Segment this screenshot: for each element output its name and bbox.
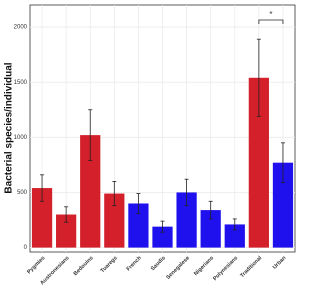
y-tick-label: 2000 xyxy=(14,25,28,31)
bar xyxy=(176,192,197,248)
y-axis-label: Bacterial species/individual xyxy=(4,62,15,193)
bar xyxy=(272,162,294,248)
bar xyxy=(128,203,149,248)
y-tick-label: 0 xyxy=(24,245,28,251)
bar xyxy=(152,226,173,248)
bar xyxy=(248,77,269,248)
bar xyxy=(31,188,53,248)
x-tick-label: Saudis xyxy=(150,255,167,272)
y-tick-label: 1000 xyxy=(14,135,28,141)
bar xyxy=(56,214,77,248)
x-tick-label: Polynesians xyxy=(212,255,239,282)
chart: Bacterial species/individual 0 500 1000 150… xyxy=(4,4,296,286)
significance-bracket xyxy=(258,19,284,24)
x-tick-label: French xyxy=(126,255,144,273)
x-tick-label: Urban xyxy=(272,255,288,271)
bar xyxy=(80,135,101,248)
bar xyxy=(104,193,125,248)
y-tick-label: 1500 xyxy=(14,80,28,86)
x-tick-label: Tuaregs xyxy=(100,255,119,274)
bar xyxy=(200,210,221,248)
bar xyxy=(224,224,245,248)
x-tick-label: Pygmies xyxy=(26,255,46,275)
x-tick-label: Nigerians xyxy=(193,255,215,277)
x-tick-label: Senegalese xyxy=(165,255,191,281)
x-tick-label: Bedouins xyxy=(73,255,95,277)
x-tick-label: Traditional xyxy=(239,255,263,279)
annotation: * xyxy=(269,10,272,19)
y-tick-label: 500 xyxy=(17,190,28,196)
